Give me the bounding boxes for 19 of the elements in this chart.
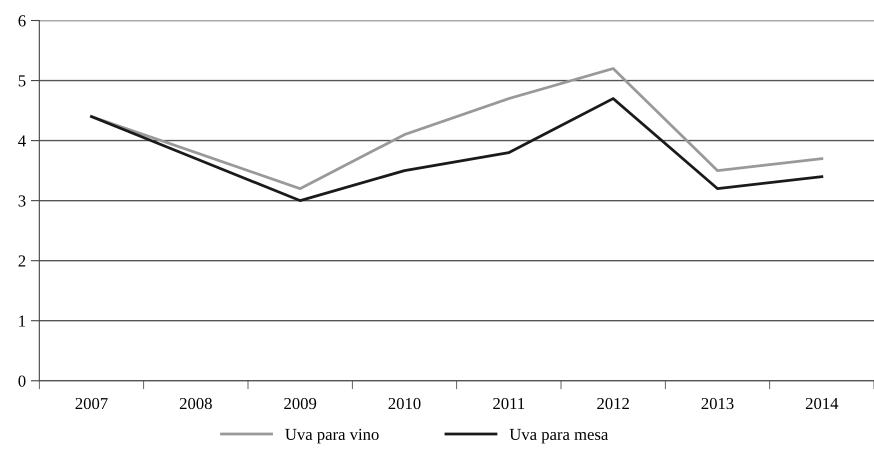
y-tick-label: 4 xyxy=(18,135,26,146)
x-tick-label: 2008 xyxy=(180,398,212,410)
legend-label: Uva para vino xyxy=(285,428,379,444)
line-series xyxy=(90,67,824,190)
legend-label: Uva para mesa xyxy=(510,428,608,444)
x-tick-label: 2014 xyxy=(806,398,838,410)
x-tick-label: 2009 xyxy=(284,398,316,410)
x-tick-label: 2010 xyxy=(388,398,421,410)
y-tick-label: 1 xyxy=(19,316,26,327)
line-series xyxy=(90,97,824,202)
y-tick-label: 0 xyxy=(18,375,26,387)
y-tick-label: 5 xyxy=(18,75,26,87)
y-tick-label: 6 xyxy=(18,15,26,26)
x-tick-label: 2012 xyxy=(597,398,629,410)
x-tick-label: 2011 xyxy=(493,398,524,410)
x-tick-label: 2007 xyxy=(76,398,108,410)
y-tick-label: 2 xyxy=(18,255,26,266)
x-tick-label: 2013 xyxy=(702,398,734,410)
y-tick-label: 3 xyxy=(18,195,26,207)
